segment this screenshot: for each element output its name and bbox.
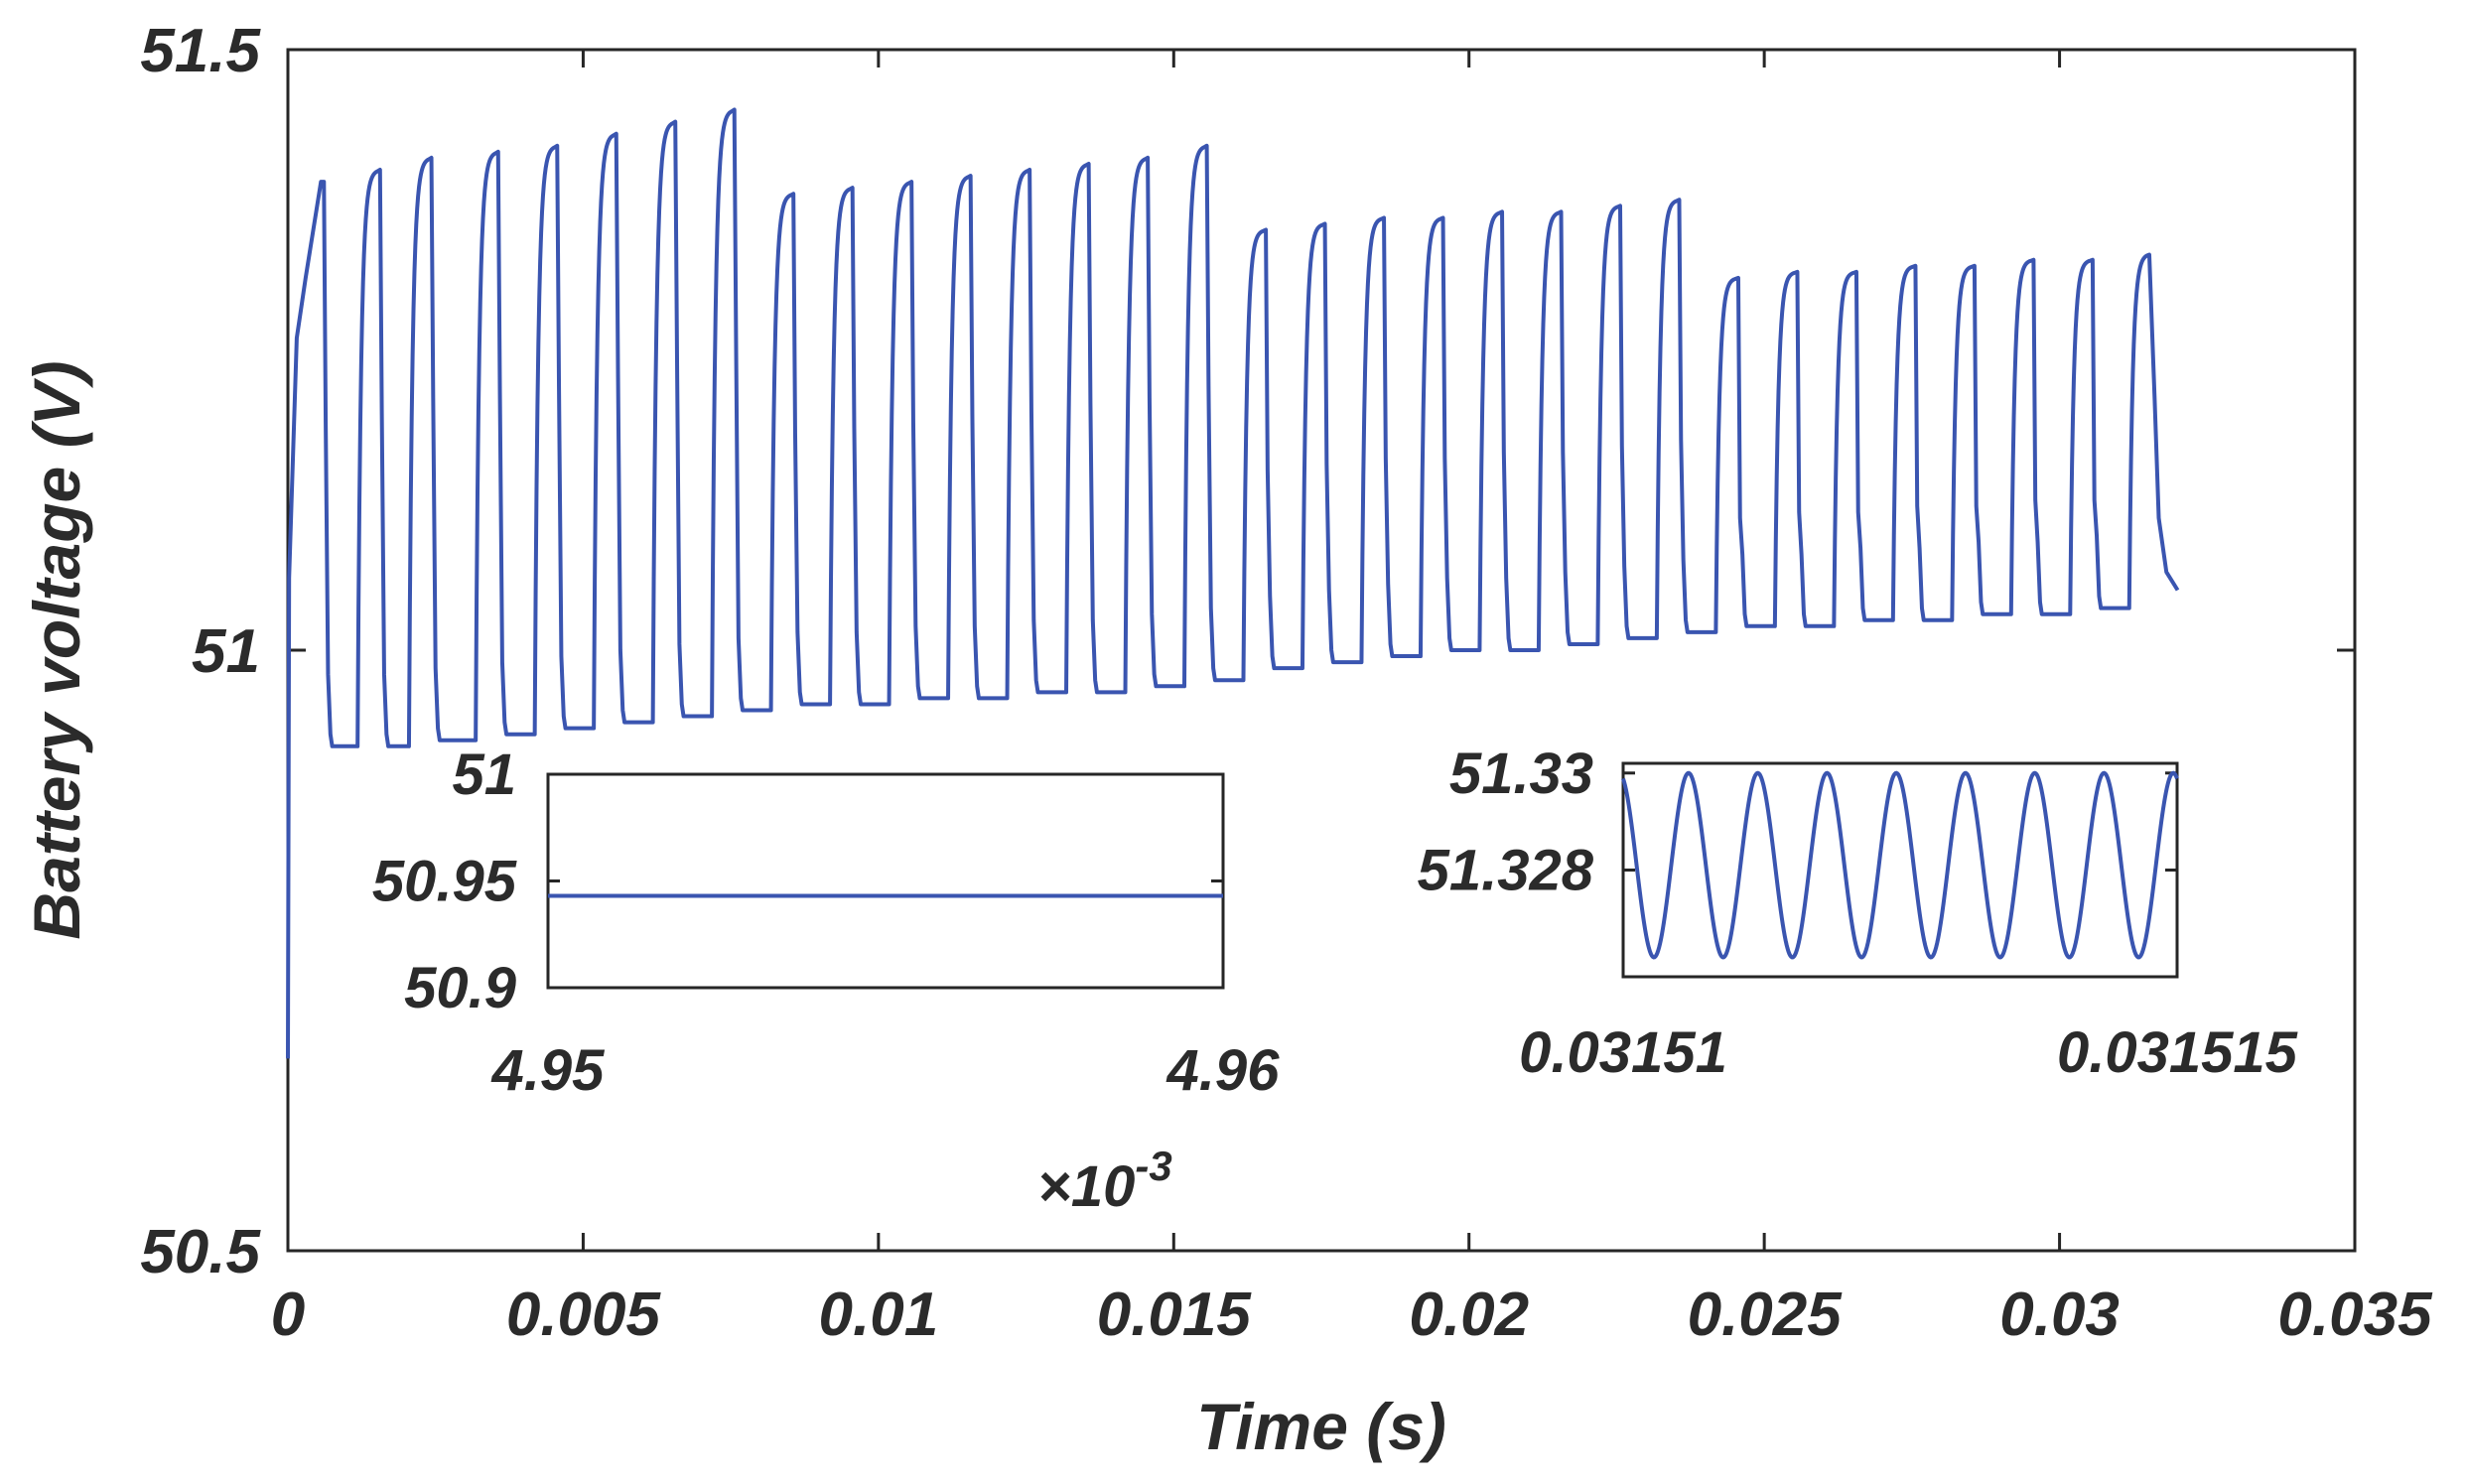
y-tick-label: 51 bbox=[192, 617, 260, 686]
x-tick-label: 0.035 bbox=[2277, 1281, 2433, 1349]
inset-left-x-tick-label: 4.95 bbox=[491, 1038, 606, 1103]
inset-right-y-tick-label: 51.33 bbox=[1449, 742, 1593, 806]
main-axes: 0 0.005 0.01 0.015 0.02 0.025 0.03 0.03550.5515… bbox=[20, 17, 2433, 1463]
x-tick-label: 0.025 bbox=[1688, 1281, 1844, 1349]
inset-left-y-tick-label: 50.9 bbox=[404, 956, 516, 1020]
x-tick-label: 0.015 bbox=[1097, 1281, 1253, 1349]
x-tick-label: 0 bbox=[271, 1281, 305, 1349]
inset-left-y-tick-label: 50.95 bbox=[372, 850, 517, 914]
inset-left-x-tick-label: 4.96 bbox=[1166, 1038, 1281, 1103]
main-tick-labels: 0 0.005 0.01 0.015 0.02 0.025 0.03 0.03550.5515… bbox=[140, 17, 2433, 1349]
inset-left-frame bbox=[546, 772, 1225, 990]
inset-right-series-line bbox=[1621, 770, 2179, 960]
inset-left-ticks bbox=[548, 772, 1223, 990]
series-line-battery-voltage bbox=[286, 107, 2180, 1059]
inset-right-x-tick-label: 0.031515 bbox=[2057, 1020, 2298, 1085]
inset-left-axes: 50.9 50.95 51 4.95 4.96 ×10-3 bbox=[372, 742, 1280, 1219]
inset-right-tick-labels: 51.328 51.33 0.03151 0.031515 bbox=[1418, 742, 2298, 1085]
y-tick-label: 50.5 bbox=[140, 1218, 261, 1286]
inset-left-tick-labels: 50.9 50.95 51 4.95 4.96 bbox=[372, 742, 1280, 1103]
x-tick-label: 0.03 bbox=[1999, 1281, 2120, 1349]
x-tick-label: 0.02 bbox=[1409, 1281, 1529, 1349]
inset-left-x-multiplier: ×10-3 bbox=[1037, 1143, 1172, 1219]
main-ticks bbox=[286, 48, 2357, 1253]
x-tick-label: 0.005 bbox=[506, 1281, 662, 1349]
x-tick-label: 0.01 bbox=[819, 1281, 939, 1349]
inset-left-y-tick-label: 51 bbox=[452, 742, 516, 807]
inset-right-axes: 51.328 51.33 0.03151 0.031515 bbox=[1418, 742, 2298, 1085]
y-tick-label: 51.5 bbox=[140, 17, 261, 85]
inset-right-y-tick-label: 51.328 bbox=[1418, 839, 1594, 903]
inset-right-x-tick-label: 0.03151 bbox=[1519, 1020, 1727, 1085]
y-axis-label: Battery voltage (V) bbox=[20, 360, 93, 939]
x-axis-label: Time (s) bbox=[1196, 1390, 1446, 1463]
